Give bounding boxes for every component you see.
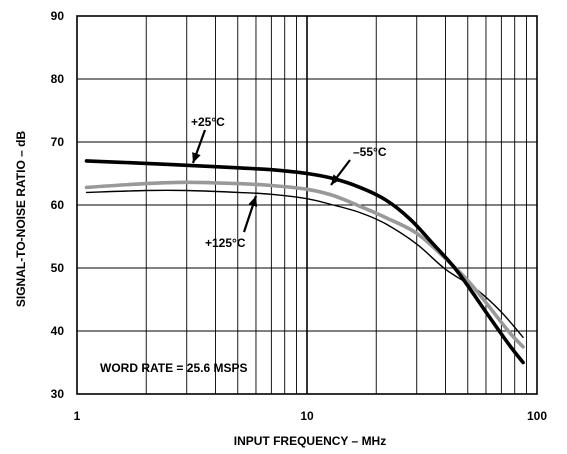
plot-border: [76, 15, 538, 395]
y-tick-label-40: 40: [51, 324, 65, 338]
x-tick-label-1: 1: [74, 409, 81, 423]
grid-lines: [77, 16, 537, 394]
series-lines: [84, 159, 525, 365]
x-tick-label-100: 100: [527, 409, 547, 423]
series-line-2: [85, 189, 524, 338]
y-tick-label-30: 30: [51, 387, 65, 401]
y-tick-label-90: 90: [51, 9, 65, 23]
y-tick-label-70: 70: [51, 135, 65, 149]
y-tick-label-80: 80: [51, 72, 65, 86]
label-plus125c: +125°C: [205, 236, 246, 250]
annotation-arrows: [191, 129, 351, 233]
label-plus25c: +25°C: [191, 115, 225, 129]
arrow-plus25c-head: [192, 152, 201, 163]
series-line-0: [84, 159, 525, 365]
y-tick-label-60: 60: [51, 198, 65, 212]
y-tick-label-50: 50: [51, 261, 65, 275]
tick-labels: 1 10 100 30 40 50 60 70 80 90: [51, 9, 548, 423]
x-tick-label-10: 10: [300, 409, 314, 423]
label-minus55c: –55°C: [353, 145, 387, 159]
arrow-plus125c-head: [248, 196, 258, 207]
series-line-1: [84, 180, 525, 349]
word-rate-note: WORD RATE = 25.6 MSPS: [100, 361, 247, 375]
y-axis-label: SIGNAL-TO-NOISE RATIO – dB: [14, 131, 28, 308]
plot-frame: [76, 15, 538, 395]
arrow-minus55c-head: [331, 174, 341, 185]
x-axis-label: INPUT FREQUENCY – MHz: [234, 434, 386, 448]
